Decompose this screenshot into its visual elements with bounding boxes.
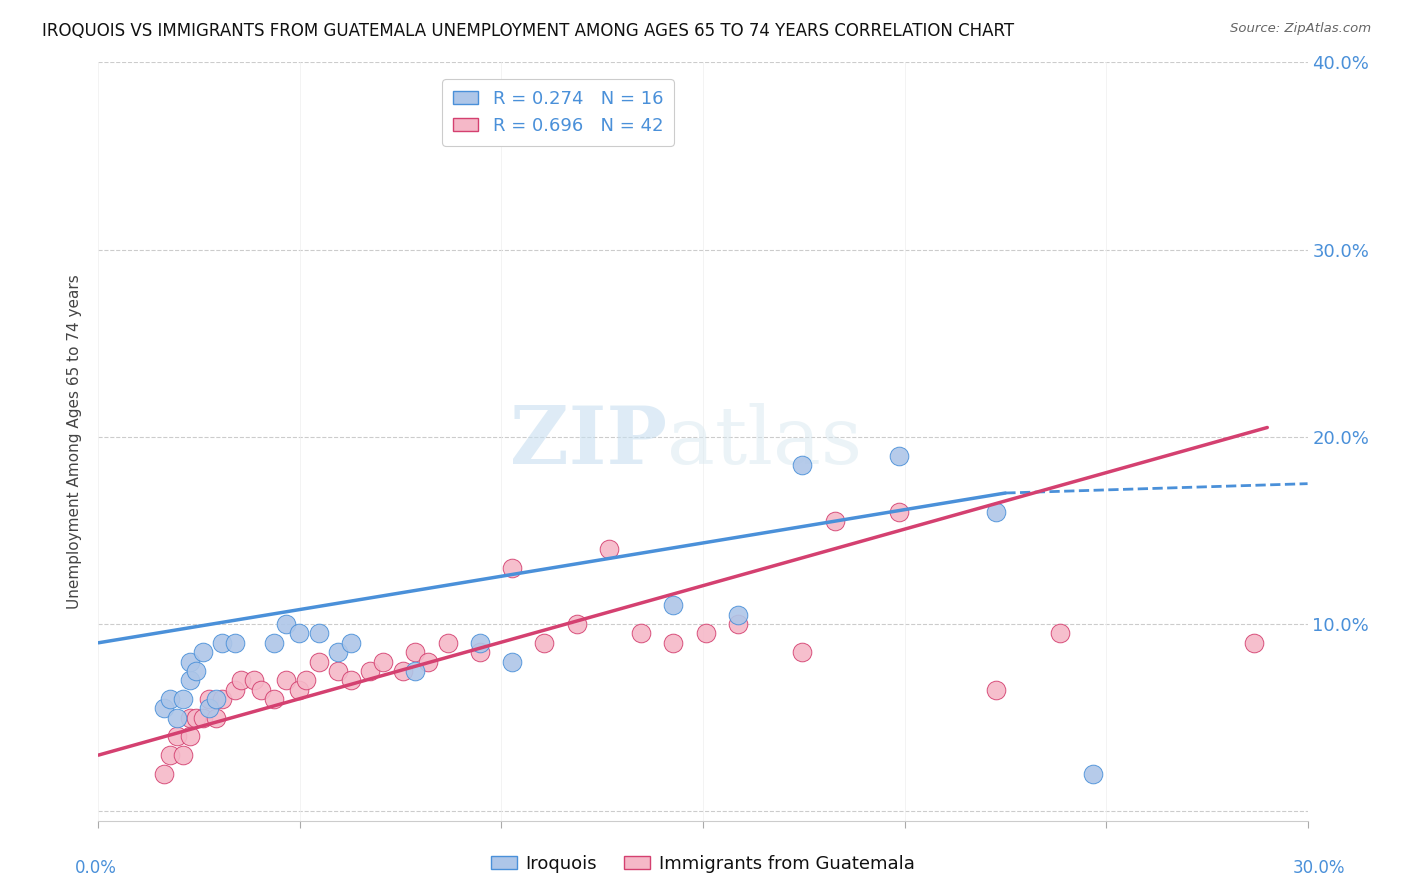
Point	[893, 617, 915, 632]
Point	[120, 701, 142, 715]
Point	[240, 664, 263, 678]
Point	[96, 692, 118, 706]
Point	[288, 636, 311, 650]
Point	[103, 748, 125, 763]
Point	[309, 655, 332, 669]
Point	[103, 692, 125, 706]
Text: IROQUOIS VS IMMIGRANTS FROM GUATEMALA UNEMPLOYMENT AMONG AGES 65 TO 74 YEARS COR: IROQUOIS VS IMMIGRANTS FROM GUATEMALA UN…	[42, 22, 1014, 40]
Point	[430, 626, 453, 640]
Point	[228, 655, 250, 669]
Point	[256, 655, 278, 669]
Legend: Iroquois, Immigrants from Guatemala: Iroquois, Immigrants from Guatemala	[484, 847, 922, 880]
Point	[135, 682, 157, 697]
Point	[1256, 205, 1278, 219]
Point	[167, 673, 190, 688]
Point	[160, 636, 183, 650]
Point	[100, 711, 122, 725]
Point	[188, 626, 211, 640]
Point	[120, 692, 142, 706]
Point	[107, 730, 129, 744]
Point	[208, 636, 231, 650]
Point	[200, 645, 222, 659]
Point	[128, 636, 150, 650]
Point	[491, 645, 513, 659]
Point	[450, 607, 472, 622]
Point	[107, 711, 129, 725]
Text: Source: ZipAtlas.com: Source: ZipAtlas.com	[1230, 22, 1371, 36]
Point	[107, 673, 129, 688]
Point	[115, 645, 138, 659]
Y-axis label: Unemployment Among Ages 65 to 74 years: Unemployment Among Ages 65 to 74 years	[67, 274, 83, 609]
Point	[370, 542, 392, 557]
Point	[450, 617, 472, 632]
Point	[249, 645, 271, 659]
Text: atlas: atlas	[666, 402, 862, 481]
Point	[176, 626, 198, 640]
Point	[309, 561, 332, 575]
Point	[180, 673, 202, 688]
Point	[107, 655, 129, 669]
Text: ZIP: ZIP	[510, 402, 666, 481]
Point	[124, 692, 146, 706]
Point	[128, 692, 150, 706]
Point	[409, 636, 432, 650]
Point	[160, 692, 183, 706]
Point	[221, 664, 243, 678]
Point	[551, 449, 574, 463]
Point	[269, 636, 291, 650]
Point	[167, 617, 190, 632]
Point	[672, 767, 695, 781]
Point	[91, 767, 114, 781]
Point	[551, 505, 574, 519]
Point	[111, 664, 134, 678]
Point	[208, 673, 231, 688]
Point	[111, 711, 134, 725]
Point	[389, 626, 412, 640]
Point	[974, 476, 997, 491]
Point	[510, 514, 533, 528]
Point	[491, 458, 513, 472]
Point	[148, 673, 170, 688]
Point	[200, 664, 222, 678]
Point	[176, 682, 198, 697]
Point	[188, 655, 211, 669]
Point	[409, 599, 432, 613]
Point	[288, 645, 311, 659]
Point	[772, 636, 794, 650]
Point	[115, 711, 138, 725]
Point	[329, 636, 352, 650]
Point	[135, 636, 157, 650]
Point	[612, 682, 634, 697]
Point	[349, 617, 371, 632]
Point	[651, 626, 673, 640]
Text: 30.0%: 30.0%	[1292, 859, 1346, 877]
Point	[100, 730, 122, 744]
Point	[124, 711, 146, 725]
Point	[96, 748, 118, 763]
Point	[152, 682, 174, 697]
Point	[91, 701, 114, 715]
Point	[139, 673, 162, 688]
Text: 0.0%: 0.0%	[75, 859, 117, 877]
Point	[612, 505, 634, 519]
Point	[249, 664, 271, 678]
